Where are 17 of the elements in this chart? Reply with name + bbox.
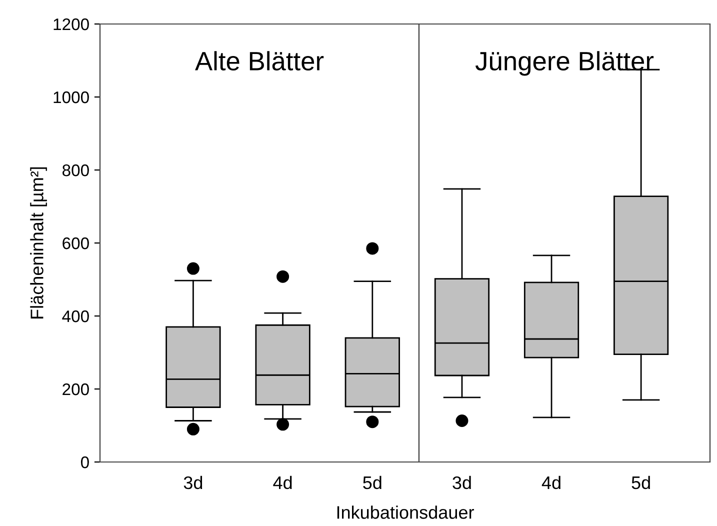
x-tick-label: 3d: [452, 476, 471, 490]
y-tick-label: 0: [80, 456, 89, 468]
y-tick-label: 600: [62, 237, 89, 250]
y-tick-label: 1200: [54, 18, 89, 30]
x-tick-label: 4d: [542, 476, 560, 490]
x-tick-label: 4d: [273, 476, 292, 490]
y-tick-label: 400: [62, 310, 89, 322]
y-tick-label: 200: [62, 383, 89, 396]
x-axis-title: Inkubationsdauer: [337, 506, 474, 519]
x-tick-label: 5d: [363, 476, 382, 490]
y-tick-label: 800: [62, 164, 89, 176]
y-axis-title: Flächeninhalt [µm²]: [30, 167, 47, 318]
y-tick-label: 1000: [54, 91, 89, 104]
text: Jüngere Blätter: [475, 51, 654, 76]
x-tick-label: 3d: [184, 476, 202, 490]
x-tick-label: 5d: [632, 476, 650, 490]
text: Alte Blätter: [195, 51, 324, 71]
